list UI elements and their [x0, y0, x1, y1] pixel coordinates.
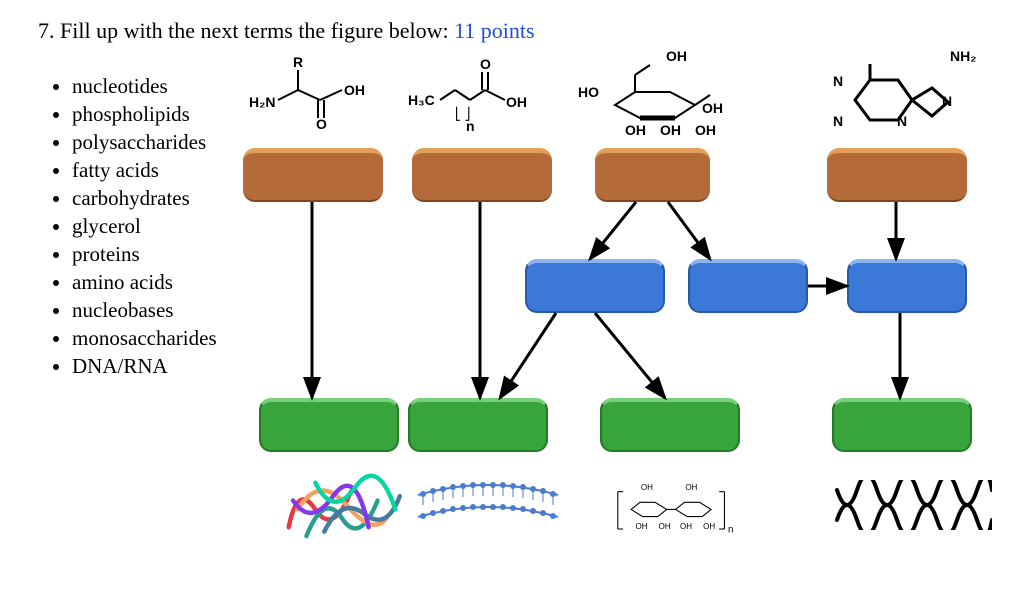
- term-item: carbohydrates: [72, 184, 217, 212]
- blue-box: [847, 259, 967, 313]
- term-item: proteins: [72, 240, 217, 268]
- green-box: [600, 398, 740, 452]
- chem-label-h2n: H₂N: [249, 94, 275, 110]
- chem-label-sugar-oh5: OH: [702, 100, 723, 116]
- chem-label-h3c: H₃C: [408, 92, 435, 108]
- brown-box: [412, 148, 552, 202]
- svg-text:n: n: [728, 525, 733, 536]
- green-box: [259, 398, 399, 452]
- svg-text:OH: OH: [659, 522, 671, 531]
- chem-label-o2: O: [480, 56, 491, 72]
- term-item: amino acids: [72, 268, 217, 296]
- term-item: monosaccharides: [72, 324, 217, 352]
- term-list: nucleotides phospholipids polysaccharide…: [50, 72, 217, 380]
- term-item: glycerol: [72, 212, 217, 240]
- svg-text:OH: OH: [685, 483, 697, 492]
- svg-text:OH: OH: [636, 522, 648, 531]
- blue-box: [525, 259, 665, 313]
- question-points: 11 points: [454, 18, 534, 43]
- term-item: phospholipids: [72, 100, 217, 128]
- chem-label-sugar-ho: HO: [578, 84, 599, 100]
- chem-label-oh2: OH: [506, 94, 527, 110]
- term-item: nucleobases: [72, 296, 217, 324]
- term-item: fatty acids: [72, 156, 217, 184]
- chem-label-n: n: [466, 118, 475, 134]
- chem-label-o: O: [316, 116, 327, 132]
- chem-label-sugar-oh1: OH: [666, 48, 687, 64]
- term-item: DNA/RNA: [72, 352, 217, 380]
- chem-label-sugar-oh4: OH: [695, 122, 716, 138]
- chem-label-r: R: [293, 54, 303, 70]
- question-text: Fill up with the next terms the figure b…: [60, 18, 449, 43]
- term-item: polysaccharides: [72, 128, 217, 156]
- blue-box: [688, 259, 808, 313]
- chem-label-n1: N: [833, 73, 843, 89]
- brown-box: [827, 148, 967, 202]
- svg-text:OH: OH: [680, 522, 692, 531]
- question-number: 7.: [38, 18, 55, 43]
- green-box: [408, 398, 548, 452]
- chem-label-nh2: NH₂: [950, 48, 976, 64]
- brown-box: [243, 148, 383, 202]
- protein-illustration: [262, 465, 422, 545]
- brown-box: [595, 148, 710, 202]
- dna-illustration: [832, 480, 992, 530]
- chem-label-sugar-oh3: OH: [660, 122, 681, 138]
- chem-label-oh: OH: [344, 82, 365, 98]
- green-box: [832, 398, 972, 452]
- chem-label-n3: N: [897, 113, 907, 129]
- chem-label-sugar-oh2: OH: [625, 122, 646, 138]
- chem-label-n2: N: [833, 113, 843, 129]
- question-line: 7. Fill up with the next terms the figur…: [38, 18, 535, 44]
- svg-text:OH: OH: [703, 522, 715, 531]
- polysaccharide-illustration: OH OH OH OH OH OH n: [600, 465, 760, 545]
- chem-label-n4: N: [942, 93, 952, 109]
- svg-text:OH: OH: [641, 483, 653, 492]
- term-item: nucleotides: [72, 72, 217, 100]
- membrane-illustration: [408, 475, 568, 535]
